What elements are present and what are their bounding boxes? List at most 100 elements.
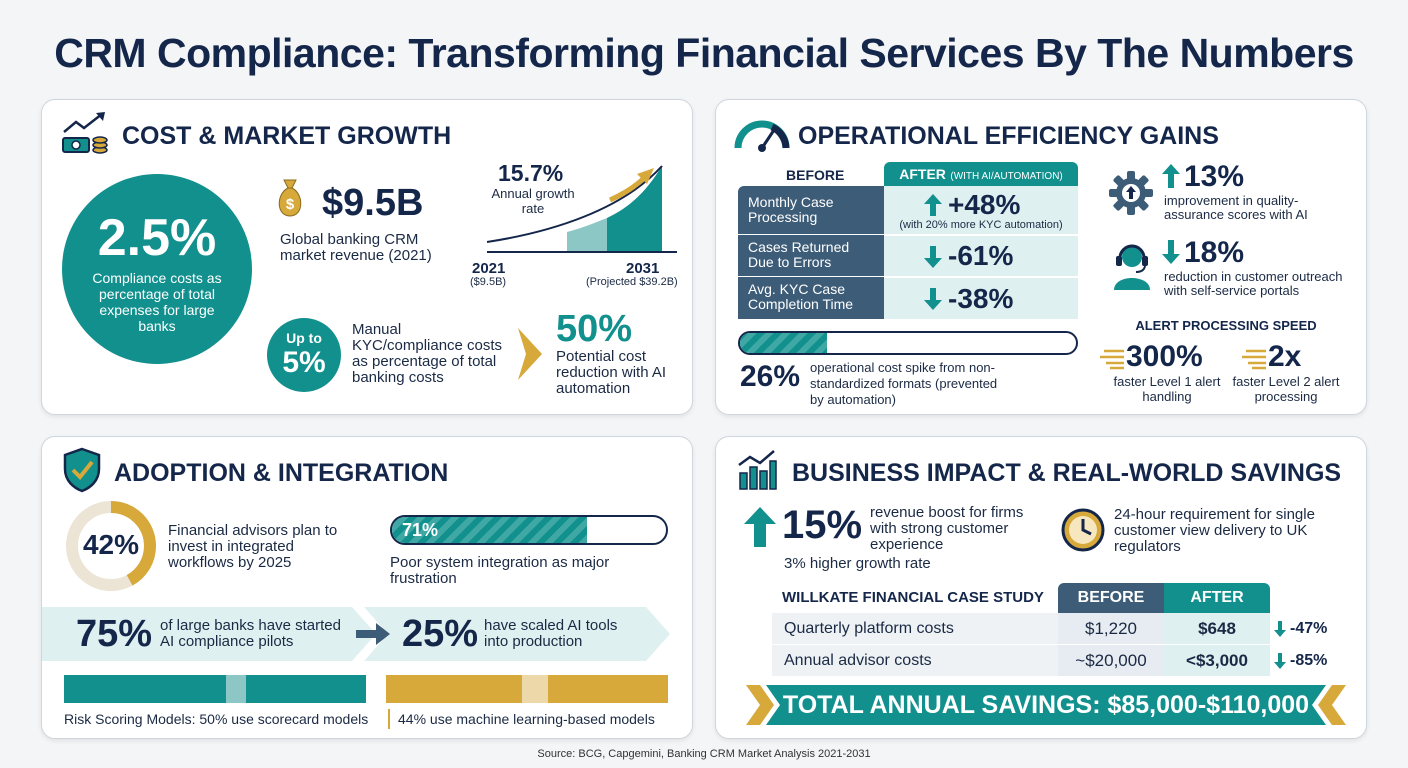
outreach-value: 18%	[1184, 236, 1245, 269]
alert1-value: 300%	[1126, 340, 1203, 373]
risk-left-label: Risk Scoring Models: 50% use scorecard m…	[64, 711, 369, 727]
year-end: 2031	[626, 260, 660, 277]
case-study-title: WILLKATE FINANCIAL CASE STUDY	[782, 589, 1044, 606]
pilots-desc: of large banks have started AI complianc…	[160, 617, 341, 650]
shield-check-icon	[63, 447, 101, 493]
page-title: CRM Compliance: Transforming Financial S…	[54, 30, 1354, 76]
qa-desc: improvement in quality-assurance scores …	[1164, 193, 1308, 222]
integration-desc: Poor system integration as major frustra…	[390, 554, 610, 587]
adoption-panel-title: ADOPTION & INTEGRATION	[114, 459, 449, 487]
gear-icon	[1109, 171, 1153, 215]
compliance-cost-desc: Compliance costs as percentage of total …	[92, 270, 222, 334]
growth-rate-value: 15.7%	[498, 160, 564, 186]
alert2-value: 2x	[1268, 340, 1302, 373]
cost-reduction-value: 50%	[556, 308, 633, 350]
ops-row-value: -38%	[884, 277, 1078, 319]
chart-money-icon	[62, 112, 108, 154]
bar-chart-icon	[738, 450, 777, 490]
headset-icon	[1114, 244, 1150, 290]
ops-table: Monthly Case Processing +48% (with 20% m…	[738, 186, 1078, 319]
advisor-donut-chart	[66, 501, 156, 591]
case-after-header: AFTER	[1164, 583, 1270, 613]
manual-cost-desc: Manual KYC/compliance costs as percentag…	[352, 321, 503, 386]
case-row-change: -47%	[1290, 620, 1328, 637]
scaled-value: 25%	[402, 613, 479, 655]
upto-circle	[267, 318, 341, 392]
alert-title: ALERT PROCESSING SPEED	[1135, 318, 1317, 333]
arrow-up-icon	[924, 194, 942, 216]
qa-value: 13%	[1184, 160, 1245, 193]
integration-bar-track	[390, 515, 668, 545]
arrow-down-icon	[1274, 653, 1286, 669]
upto-label: Up to	[286, 330, 322, 346]
case-row-before: ~$20,000	[1058, 645, 1164, 676]
ops-row-value-text: +48%	[948, 189, 1021, 220]
alert1-desc: faster Level 1 alert handling	[1113, 374, 1221, 404]
cost-panel-title: COST & MARKET GROWTH	[122, 122, 452, 150]
case-row-change: -85%	[1290, 652, 1328, 669]
revenue-boost-value: 15%	[782, 503, 863, 547]
case-row-label: Quarterly platform costs	[772, 613, 1058, 644]
year-start-value: ($9.5B)	[470, 276, 507, 288]
growth-curve-chart	[486, 165, 677, 253]
adoption-panel: ADOPTION & INTEGRATION 42% Financial adv…	[41, 436, 693, 739]
spike-desc: operational cost spike from non-standard…	[810, 360, 998, 407]
ops-row-value-text: -61%	[948, 240, 1014, 271]
total-savings: TOTAL ANNUAL SAVINGS: $85,000-$110,000	[782, 691, 1310, 719]
arrow-down-icon	[1274, 621, 1286, 637]
impact-panel: BUSINESS IMPACT & REAL-WORLD SAVINGS 15%…	[715, 436, 1367, 739]
risk-right-label: 44% use machine learning-based models	[398, 711, 655, 727]
after-header: AFTER (WITH AI/AUTOMATION)	[884, 162, 1078, 186]
revenue-boost-desc: revenue boost for firms with strong cust…	[870, 504, 1024, 553]
scaled-desc: have scaled AI tools into production	[484, 617, 618, 650]
cost-market-panel: COST & MARKET GROWTH 2.5% Compliance cos…	[41, 99, 693, 415]
crm-revenue-desc: Global banking CRM market revenue (2021)	[280, 231, 432, 264]
gauge-icon	[734, 120, 790, 152]
ops-panel-title: OPERATIONAL EFFICIENCY GAINS	[798, 122, 1219, 150]
ops-row-label: Avg. KYC Case Completion Time	[738, 277, 884, 319]
ops-row-value-text: -38%	[948, 283, 1014, 314]
chevron-right-icon	[518, 328, 542, 380]
cost-reduction-desc: Potential cost reduction with AI automat…	[556, 348, 667, 397]
upto-value: 5%	[282, 346, 326, 379]
case-row-before: $1,220	[1058, 613, 1164, 644]
year-start: 2021	[472, 260, 506, 277]
arrow-down-icon	[924, 288, 942, 310]
spike-value: 26%	[740, 360, 801, 393]
donut-desc: Financial advisors plan to invest in int…	[168, 522, 338, 571]
case-row-after: <$3,000	[1164, 645, 1270, 676]
svg-text:$: $	[286, 196, 295, 213]
arrow-down-icon	[924, 246, 942, 268]
ops-row-value: -61%	[884, 235, 1078, 276]
after-header-sub: (WITH AI/AUTOMATION)	[950, 171, 1063, 182]
arrow-right-icon	[356, 623, 390, 645]
arrow-up-icon	[744, 507, 776, 547]
arrow-down-icon	[1162, 240, 1180, 264]
growth-rate-label: Annual growth rate	[491, 186, 575, 216]
outreach-desc: reduction in customer outreach with self…	[1164, 269, 1343, 298]
money-bag-icon: $	[278, 179, 302, 217]
crm-revenue-value: $9.5B	[322, 182, 424, 224]
compliance-cost-value: 2.5%	[97, 209, 217, 267]
total-savings-ribbon	[746, 685, 1346, 725]
arrow-up-icon	[1162, 164, 1180, 188]
spike-progress-track	[738, 331, 1078, 355]
operational-panel: OPERATIONAL EFFICIENCY GAINS BEFORE AFTE…	[715, 99, 1367, 415]
integration-bar-fill	[392, 517, 587, 543]
ops-row-value: +48% (with 20% more KYC automation)	[884, 186, 1078, 234]
case-row-after: $648	[1164, 613, 1270, 644]
speed-lines-icon	[1100, 349, 1124, 370]
compliance-cost-circle	[62, 174, 252, 364]
integration-value: 71%	[402, 520, 439, 540]
source-note: Source: BCG, Capgemini, Banking CRM Mark…	[537, 748, 871, 760]
adoption-banner	[42, 607, 670, 661]
requirement-desc: 24-hour requirement for single customer …	[1114, 506, 1315, 555]
spike-progress-fill	[740, 333, 828, 353]
pilots-value: 75%	[76, 613, 153, 655]
clock-icon	[1061, 508, 1105, 552]
alert2-desc: faster Level 2 alert processing	[1232, 374, 1340, 404]
year-end-value: (Projected $39.2B)	[586, 276, 678, 288]
ops-row-note: (with 20% more KYC automation)	[899, 219, 1063, 231]
speed-lines-icon	[1242, 349, 1266, 370]
case-before-header: BEFORE	[1058, 583, 1164, 613]
